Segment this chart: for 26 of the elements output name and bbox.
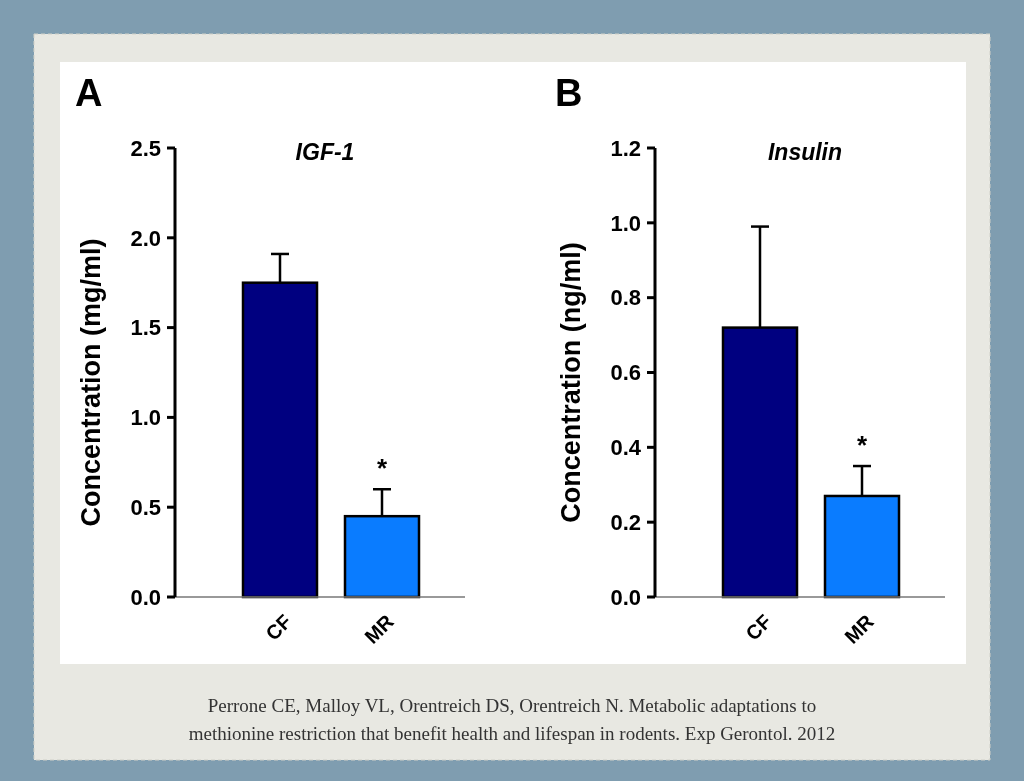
y-axis-title: Concentration (mg/ml) xyxy=(76,238,106,527)
y-tick-label: 2.5 xyxy=(130,135,161,161)
y-tick-label: 1.0 xyxy=(610,210,641,236)
y-tick-label: 0.5 xyxy=(130,494,161,520)
y-tick-label: 1.2 xyxy=(610,135,641,161)
annotation: * xyxy=(856,430,868,461)
y-tick-label: 0.4 xyxy=(610,435,642,461)
chart-title: Insulin xyxy=(767,139,843,165)
y-tick-label: 0.8 xyxy=(610,285,641,311)
x-tick-label: CF xyxy=(741,610,776,645)
text: A xyxy=(75,72,103,114)
x-tick-label: MR xyxy=(360,609,399,648)
y-tick-label: 0.0 xyxy=(610,584,641,610)
y-tick-label: 0.0 xyxy=(130,584,161,610)
x-tick-label: MR xyxy=(840,609,879,648)
y-tick-label: 2.0 xyxy=(130,225,161,251)
chart-title: IGF-1 xyxy=(295,139,355,165)
text: B xyxy=(555,72,583,114)
y-tick-label: 1.0 xyxy=(130,405,161,431)
y-tick-label: 0.2 xyxy=(610,509,641,535)
text: Perrone CE, Malloy VL, Orentreich DS, Orentreich N. Metabolic adaptations to methionine restriction that benefit health and lifespan in rodents. Exp Gerontol. 2012 xyxy=(188,695,836,744)
annotation: * xyxy=(376,453,388,484)
x-tick-label: CF xyxy=(261,610,296,645)
y-axis-title: Concentration (ng/ml) xyxy=(556,242,586,523)
y-tick-label: 1.5 xyxy=(130,315,161,341)
y-tick-label: 0.6 xyxy=(610,360,641,386)
